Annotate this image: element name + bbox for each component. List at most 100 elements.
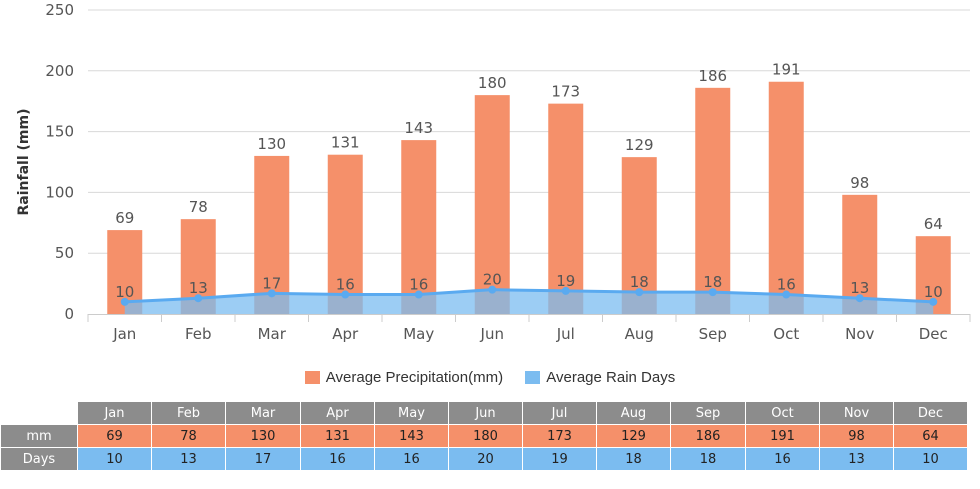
table-cell-days-aug: 18: [596, 447, 671, 471]
y-tick-label-0: 0: [64, 305, 74, 323]
rain-days-labels: 10 13 17 16 16 20 19 18 18 16 13 10: [115, 271, 943, 301]
rain-days-label-may: 16: [409, 276, 428, 294]
table-cell-days-jan: 10: [77, 447, 152, 471]
legend: Average Precipitation(mm) Average Rain D…: [0, 369, 980, 388]
y-axis-label: Rainfall (mm): [16, 109, 32, 216]
table-header-jan: Jan: [77, 401, 152, 425]
x-tick-label-oct: Oct: [773, 325, 799, 343]
legend-swatch-rain-days: [525, 371, 541, 384]
rain-days-label-sep: 18: [703, 273, 722, 291]
bar-apr[interactable]: [327, 154, 363, 314]
table-cell-days-may: 16: [374, 447, 449, 471]
bar-mar[interactable]: [254, 155, 290, 314]
bar-label-oct: 191: [772, 61, 801, 79]
x-tick-label-may: May: [403, 325, 434, 343]
bar-nov[interactable]: [842, 194, 878, 314]
x-tick-label-jun: Jun: [480, 325, 504, 343]
table-cell-days-feb: 13: [151, 447, 226, 471]
rain-days-area: [120, 285, 938, 314]
x-axis-ticks: Jan Feb Mar Apr May Jun Jul Aug Sep Oct Nov Dec: [87, 314, 971, 343]
table-corner-cell: [0, 401, 78, 425]
bar-label-may: 143: [404, 119, 433, 137]
bar-jun[interactable]: [474, 95, 510, 315]
table-cell-mm-may: 143: [374, 424, 449, 448]
x-tick-label-aug: Aug: [625, 325, 654, 343]
bar-label-jul: 173: [551, 83, 580, 101]
rain-days-point-jan[interactable]: [120, 297, 129, 306]
bar-label-feb: 78: [189, 198, 208, 216]
bar-label-mar: 130: [257, 135, 286, 153]
bar-jul[interactable]: [548, 103, 584, 314]
table-cell-days-dec: 10: [893, 447, 968, 471]
rain-days-point-feb[interactable]: [194, 294, 203, 303]
x-tick-label-dec: Dec: [919, 325, 948, 343]
rain-days-label-oct: 16: [777, 276, 796, 294]
rain-days-point-sep[interactable]: [708, 288, 717, 297]
rain-days-point-jun[interactable]: [488, 285, 497, 294]
rain-days-point-nov[interactable]: [855, 294, 864, 303]
rain-days-label-jun: 20: [483, 271, 502, 289]
rain-days-point-dec[interactable]: [929, 297, 938, 306]
table-row-label-days: Days: [0, 447, 78, 471]
table-cell-days-mar: 17: [225, 447, 301, 471]
legend-item-precipitation[interactable]: Average Precipitation(mm): [304, 369, 504, 386]
grid-lines: [88, 9, 970, 254]
bar-oct[interactable]: [768, 81, 804, 314]
rain-days-label-dec: 10: [924, 283, 943, 301]
rain-days-label-jul: 19: [556, 272, 575, 290]
bar-label-jan: 69: [115, 209, 134, 227]
x-tick-label-nov: Nov: [845, 325, 874, 343]
rain-days-label-apr: 16: [336, 276, 355, 294]
legend-item-rain-days[interactable]: Average Rain Days: [525, 369, 675, 386]
bar-label-dec: 64: [924, 215, 943, 233]
legend-label-precipitation: Average Precipitation(mm): [325, 369, 504, 386]
table-cell-mm-nov: 98: [819, 424, 894, 448]
rain-days-line: [124, 288, 934, 304]
table-cell-mm-dec: 64: [893, 424, 968, 448]
table-header-mar: Mar: [225, 401, 301, 425]
bar-label-sep: 186: [698, 67, 727, 85]
bar-label-apr: 131: [331, 134, 360, 152]
y-tick-label-50: 50: [55, 244, 74, 262]
rain-days-label-nov: 13: [850, 279, 869, 297]
y-tick-label-100: 100: [45, 183, 74, 201]
table-row-mm: mm 69 78 130 131 143 180 173 129 186 191 98 64: [0, 424, 968, 448]
bar-aug[interactable]: [621, 157, 657, 314]
precipitation-bars: [107, 81, 951, 315]
x-tick-label-mar: Mar: [258, 325, 287, 343]
table-cell-mm-aug: 129: [596, 424, 671, 448]
table-header-apr: Apr: [300, 401, 375, 425]
rain-days-point-may[interactable]: [414, 290, 423, 299]
rain-days-label-mar: 17: [262, 274, 281, 292]
rain-days-point-oct[interactable]: [782, 290, 791, 299]
bar-sep[interactable]: [695, 87, 731, 314]
rain-days-point-apr[interactable]: [341, 290, 350, 299]
table-cell-days-apr: 16: [300, 447, 375, 471]
table-header-jul: Jul: [522, 401, 597, 425]
y-axis-ticks: 0 50 100 150 200 250: [45, 1, 74, 323]
table-row-label-mm: mm: [0, 424, 78, 448]
table-header-jun: Jun: [448, 401, 523, 425]
table-cell-mm-jul: 173: [522, 424, 597, 448]
data-table: Jan Feb Mar Apr May Jun Jul Aug Sep Oct Nov Dec mm …: [0, 401, 968, 471]
table-header-sep: Sep: [670, 401, 746, 425]
table-cell-days-jun: 20: [448, 447, 523, 471]
table-header-may: May: [374, 401, 449, 425]
x-tick-label-jan: Jan: [112, 325, 136, 343]
x-tick-label-apr: Apr: [332, 325, 359, 343]
rain-days-label-jan: 10: [115, 283, 134, 301]
y-tick-label-150: 150: [45, 123, 74, 141]
table-cell-mm-sep: 186: [670, 424, 746, 448]
table-cell-mm-feb: 78: [151, 424, 226, 448]
rain-days-point-mar[interactable]: [267, 289, 276, 298]
rain-days-point-aug[interactable]: [635, 288, 644, 297]
bar-label-nov: 98: [850, 174, 869, 192]
rain-days-label-feb: 13: [189, 279, 208, 297]
legend-label-rain-days: Average Rain Days: [546, 369, 676, 386]
bar-may[interactable]: [401, 140, 437, 314]
bar-label-aug: 129: [625, 136, 654, 154]
table-header-oct: Oct: [745, 401, 820, 425]
rain-days-point-jul[interactable]: [561, 286, 570, 295]
bar-label-jun: 180: [478, 74, 507, 92]
